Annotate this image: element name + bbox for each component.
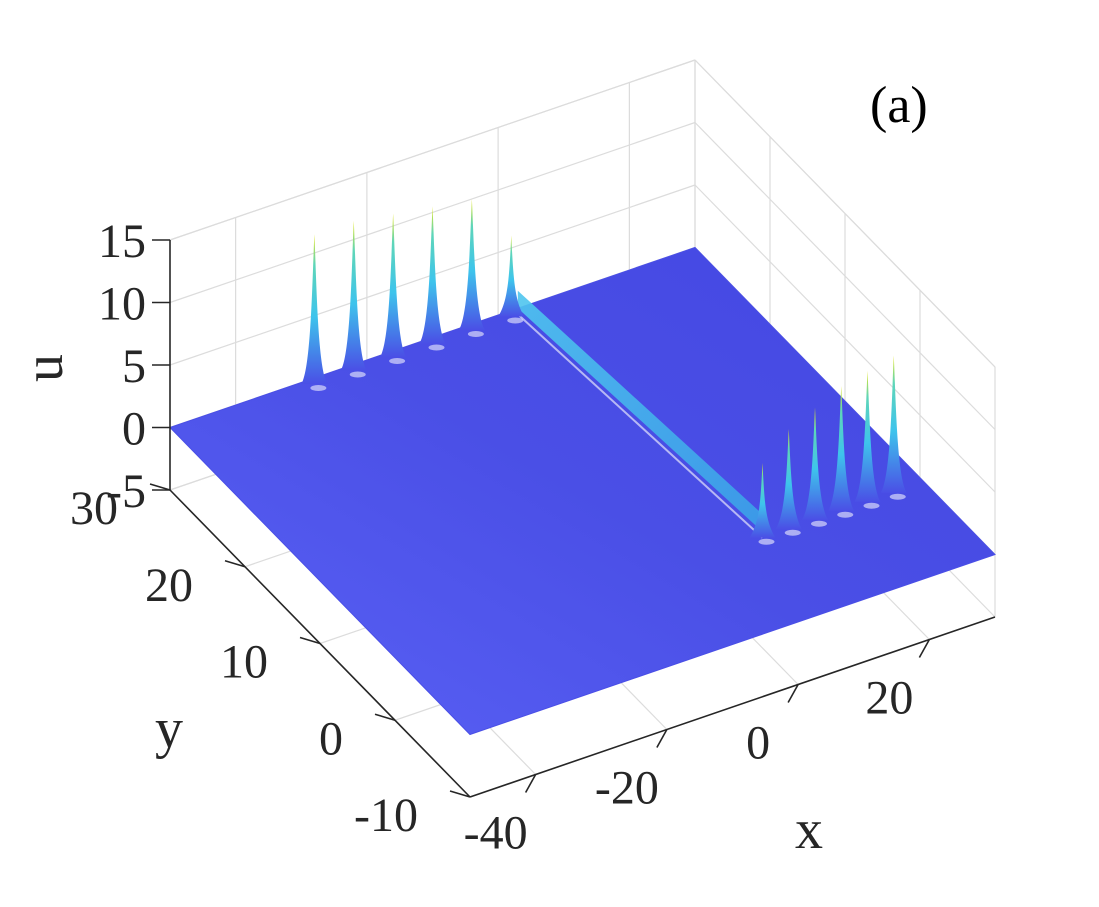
peak-base-highlight xyxy=(467,331,484,337)
x-tick-label: 20 xyxy=(865,672,913,725)
y-tick-label: 10 xyxy=(220,636,268,689)
x-tick-label: -40 xyxy=(464,807,528,860)
peak-base-highlight xyxy=(758,538,775,545)
z-tick-label: 0 xyxy=(122,403,146,456)
peak xyxy=(880,355,907,493)
x-tick-mark xyxy=(787,684,799,703)
z-tick-label: 10 xyxy=(98,278,146,331)
grid-line-z-side xyxy=(694,184,996,493)
peak xyxy=(340,220,367,371)
x-tick-mark xyxy=(918,639,931,658)
surface-ridge xyxy=(517,290,763,532)
y-tick-mark xyxy=(299,636,321,645)
peak xyxy=(749,463,776,538)
peak-base-highlight xyxy=(349,371,366,378)
peak xyxy=(380,213,407,357)
y-tick-mark xyxy=(149,483,171,491)
peak-base-highlight xyxy=(507,317,524,324)
y-tick-mark xyxy=(449,790,471,798)
x-tick-mark xyxy=(524,774,537,793)
z-tick-label: 5 xyxy=(122,340,146,393)
grid-line-z-side xyxy=(694,122,996,430)
peak-base-highlight xyxy=(428,344,445,351)
peak-base-highlight xyxy=(389,358,406,364)
peak-base-highlight xyxy=(784,529,801,536)
peak xyxy=(419,206,446,344)
y-axis-label: y xyxy=(155,698,183,760)
z-tick-label: 15 xyxy=(98,215,146,268)
peak xyxy=(498,235,525,317)
surface xyxy=(169,199,996,736)
panel-label: (a) xyxy=(870,77,928,134)
peak xyxy=(301,234,328,384)
surface-plane xyxy=(169,246,996,736)
peak xyxy=(854,370,881,502)
peak xyxy=(775,429,802,529)
z-tick-label: -5 xyxy=(106,465,146,518)
box-edge-top-side xyxy=(694,59,996,368)
y-tick-mark xyxy=(374,713,396,722)
peak-base-highlight xyxy=(811,520,827,527)
y-tick-label: 0 xyxy=(319,712,343,765)
x-axis-label: x xyxy=(795,799,823,861)
peak xyxy=(828,386,855,511)
peak xyxy=(458,199,485,330)
z-axis-label: u xyxy=(13,354,75,382)
axes xyxy=(149,239,996,798)
peak-base-highlight xyxy=(889,493,906,500)
x-tick-label: 0 xyxy=(746,717,770,770)
peak-base-highlight xyxy=(863,502,880,509)
ridge-highlight xyxy=(517,313,764,539)
y-tick-label: 30 xyxy=(70,482,118,535)
box-edge-top-back xyxy=(169,59,696,241)
peak-base-highlight xyxy=(837,511,854,518)
x-tick-label: -20 xyxy=(595,762,659,815)
y-tick-label: -10 xyxy=(354,789,418,842)
peak-base-highlight xyxy=(310,385,327,391)
y-tick-label: 20 xyxy=(145,559,193,612)
x-tick-mark xyxy=(656,729,668,748)
y-tick-mark xyxy=(224,559,246,568)
peak xyxy=(802,407,828,520)
x-axis-line xyxy=(469,616,996,798)
